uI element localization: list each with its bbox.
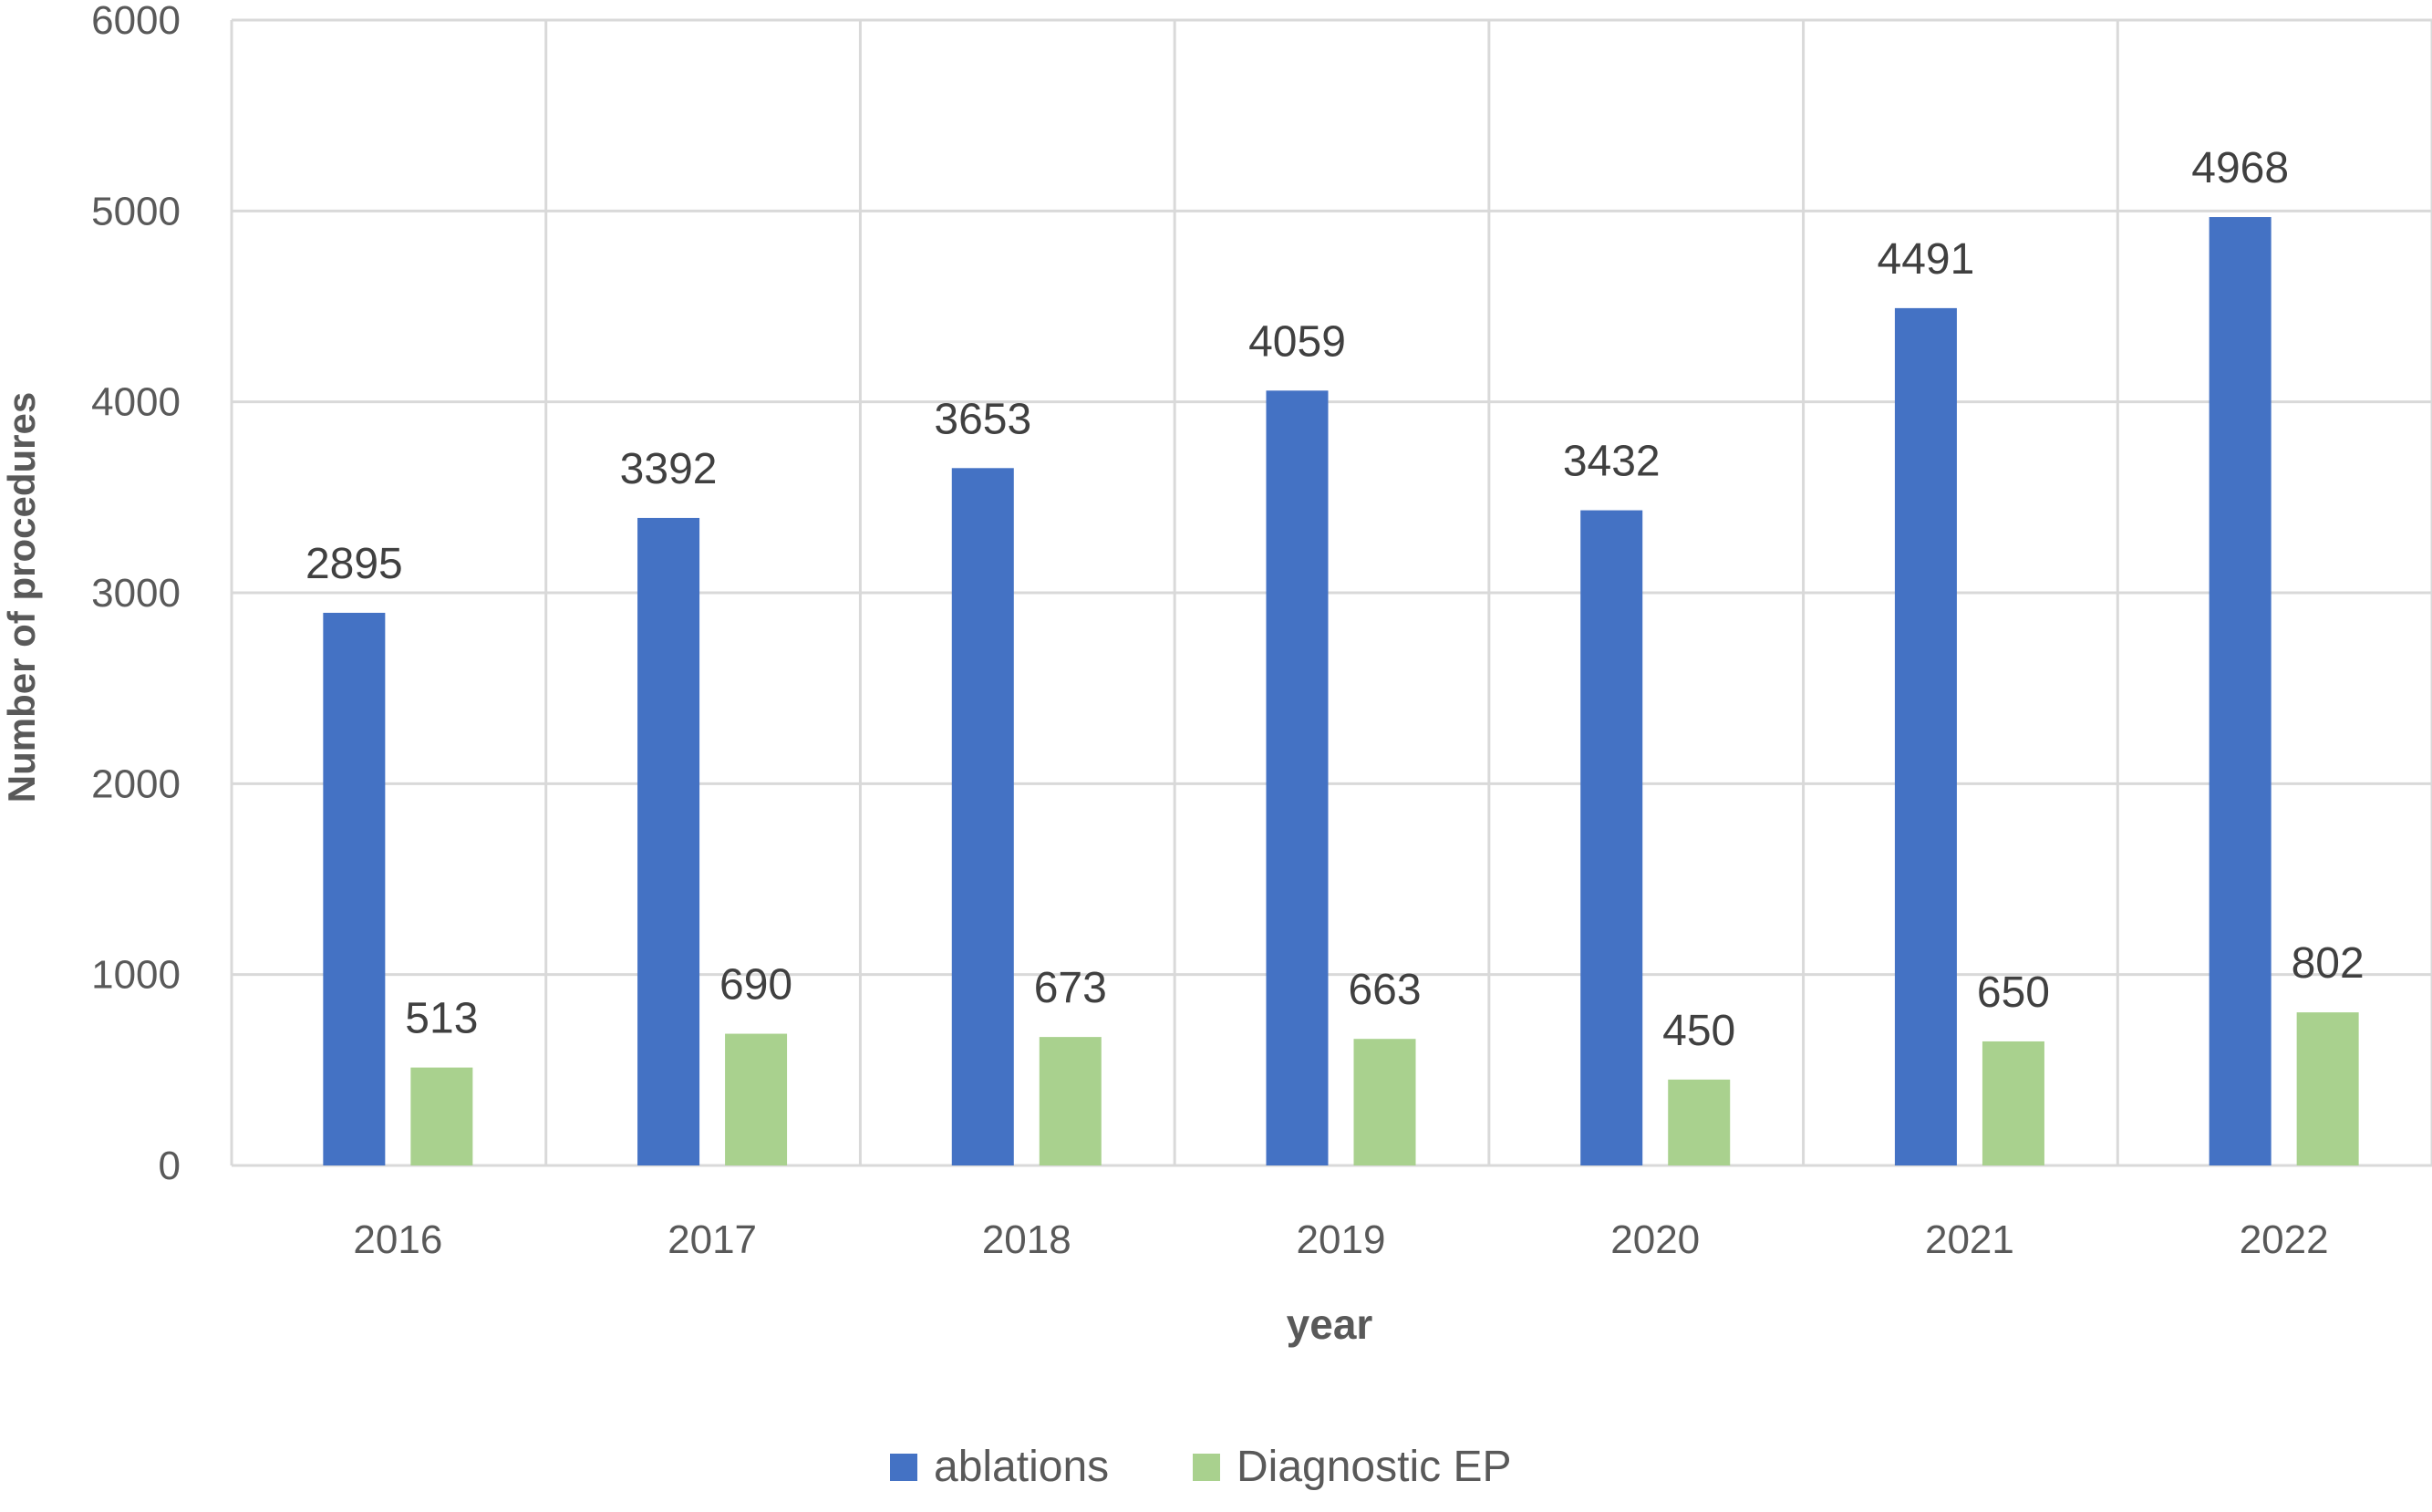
bar-diagnostic-ep — [1353, 1039, 1416, 1165]
y-axis-title: Number of procedures — [0, 392, 43, 803]
axes: 0 1000 2000 3000 4000 5000 6000 2016 2017 2018 201… — [91, 0, 2328, 1262]
x-tick-label: 2018 — [982, 1217, 1071, 1262]
legend-label: Diagnostic EP — [1237, 1443, 1511, 1491]
data-label: 2895 — [305, 540, 403, 588]
bar-ablations — [323, 612, 386, 1165]
bar-diagnostic-ep — [410, 1067, 473, 1165]
y-tick-label: 3000 — [91, 571, 181, 616]
x-tick-label: 2016 — [353, 1217, 442, 1262]
legend: ablations Diagnostic EP — [890, 1443, 1511, 1491]
y-tick-label: 5000 — [91, 189, 181, 233]
y-tick-label: 6000 — [91, 0, 181, 43]
x-tick-label: 2020 — [1610, 1217, 1700, 1262]
bars — [323, 217, 2359, 1166]
data-label: 4491 — [1878, 235, 1975, 284]
data-label: 4059 — [1248, 317, 1346, 366]
data-label: 663 — [1348, 966, 1421, 1014]
legend-label: ablations — [934, 1443, 1109, 1491]
bar-ablations — [637, 517, 700, 1165]
data-label: 3432 — [1563, 438, 1661, 486]
bar-diagnostic-ep — [725, 1033, 788, 1165]
data-label: 3392 — [620, 445, 718, 493]
data-label: 650 — [1977, 968, 2050, 1017]
bar-diagnostic-ep — [1668, 1079, 1731, 1165]
data-labels: 2895 513 3392 690 3653 673 4059 663 3432 450 4491 6… — [305, 144, 2365, 1055]
x-tick-label: 2021 — [1925, 1217, 2014, 1262]
y-tick-label: 4000 — [91, 380, 181, 425]
bar-diagnostic-ep — [1039, 1037, 1102, 1165]
y-tick-label: 2000 — [91, 761, 181, 806]
bar-ablations — [951, 468, 1014, 1165]
y-tick-label: 0 — [159, 1144, 181, 1188]
gridlines — [230, 18, 2432, 1167]
data-label: 4968 — [2191, 144, 2289, 192]
bar-diagnostic-ep — [2296, 1012, 2359, 1165]
x-tick-label: 2019 — [1297, 1217, 1386, 1262]
data-label: 690 — [719, 961, 792, 1010]
y-tick-label: 1000 — [91, 953, 181, 998]
x-tick-label: 2017 — [668, 1217, 757, 1262]
data-label: 673 — [1034, 964, 1107, 1012]
bar-ablations — [1894, 307, 1957, 1165]
bar-diagnostic-ep — [1982, 1041, 2044, 1165]
bar-ablations — [1580, 510, 1643, 1165]
legend-swatch — [1193, 1454, 1220, 1481]
bar-ablations — [2209, 217, 2272, 1166]
legend-swatch — [890, 1454, 917, 1481]
x-axis-title: year — [1287, 1300, 1373, 1348]
bar-ablations — [1266, 390, 1329, 1165]
data-label: 513 — [405, 995, 478, 1043]
data-label: 450 — [1662, 1007, 1735, 1055]
x-tick-label: 2022 — [2240, 1217, 2329, 1262]
data-label: 802 — [2292, 939, 2365, 988]
data-label: 3653 — [934, 395, 1031, 443]
